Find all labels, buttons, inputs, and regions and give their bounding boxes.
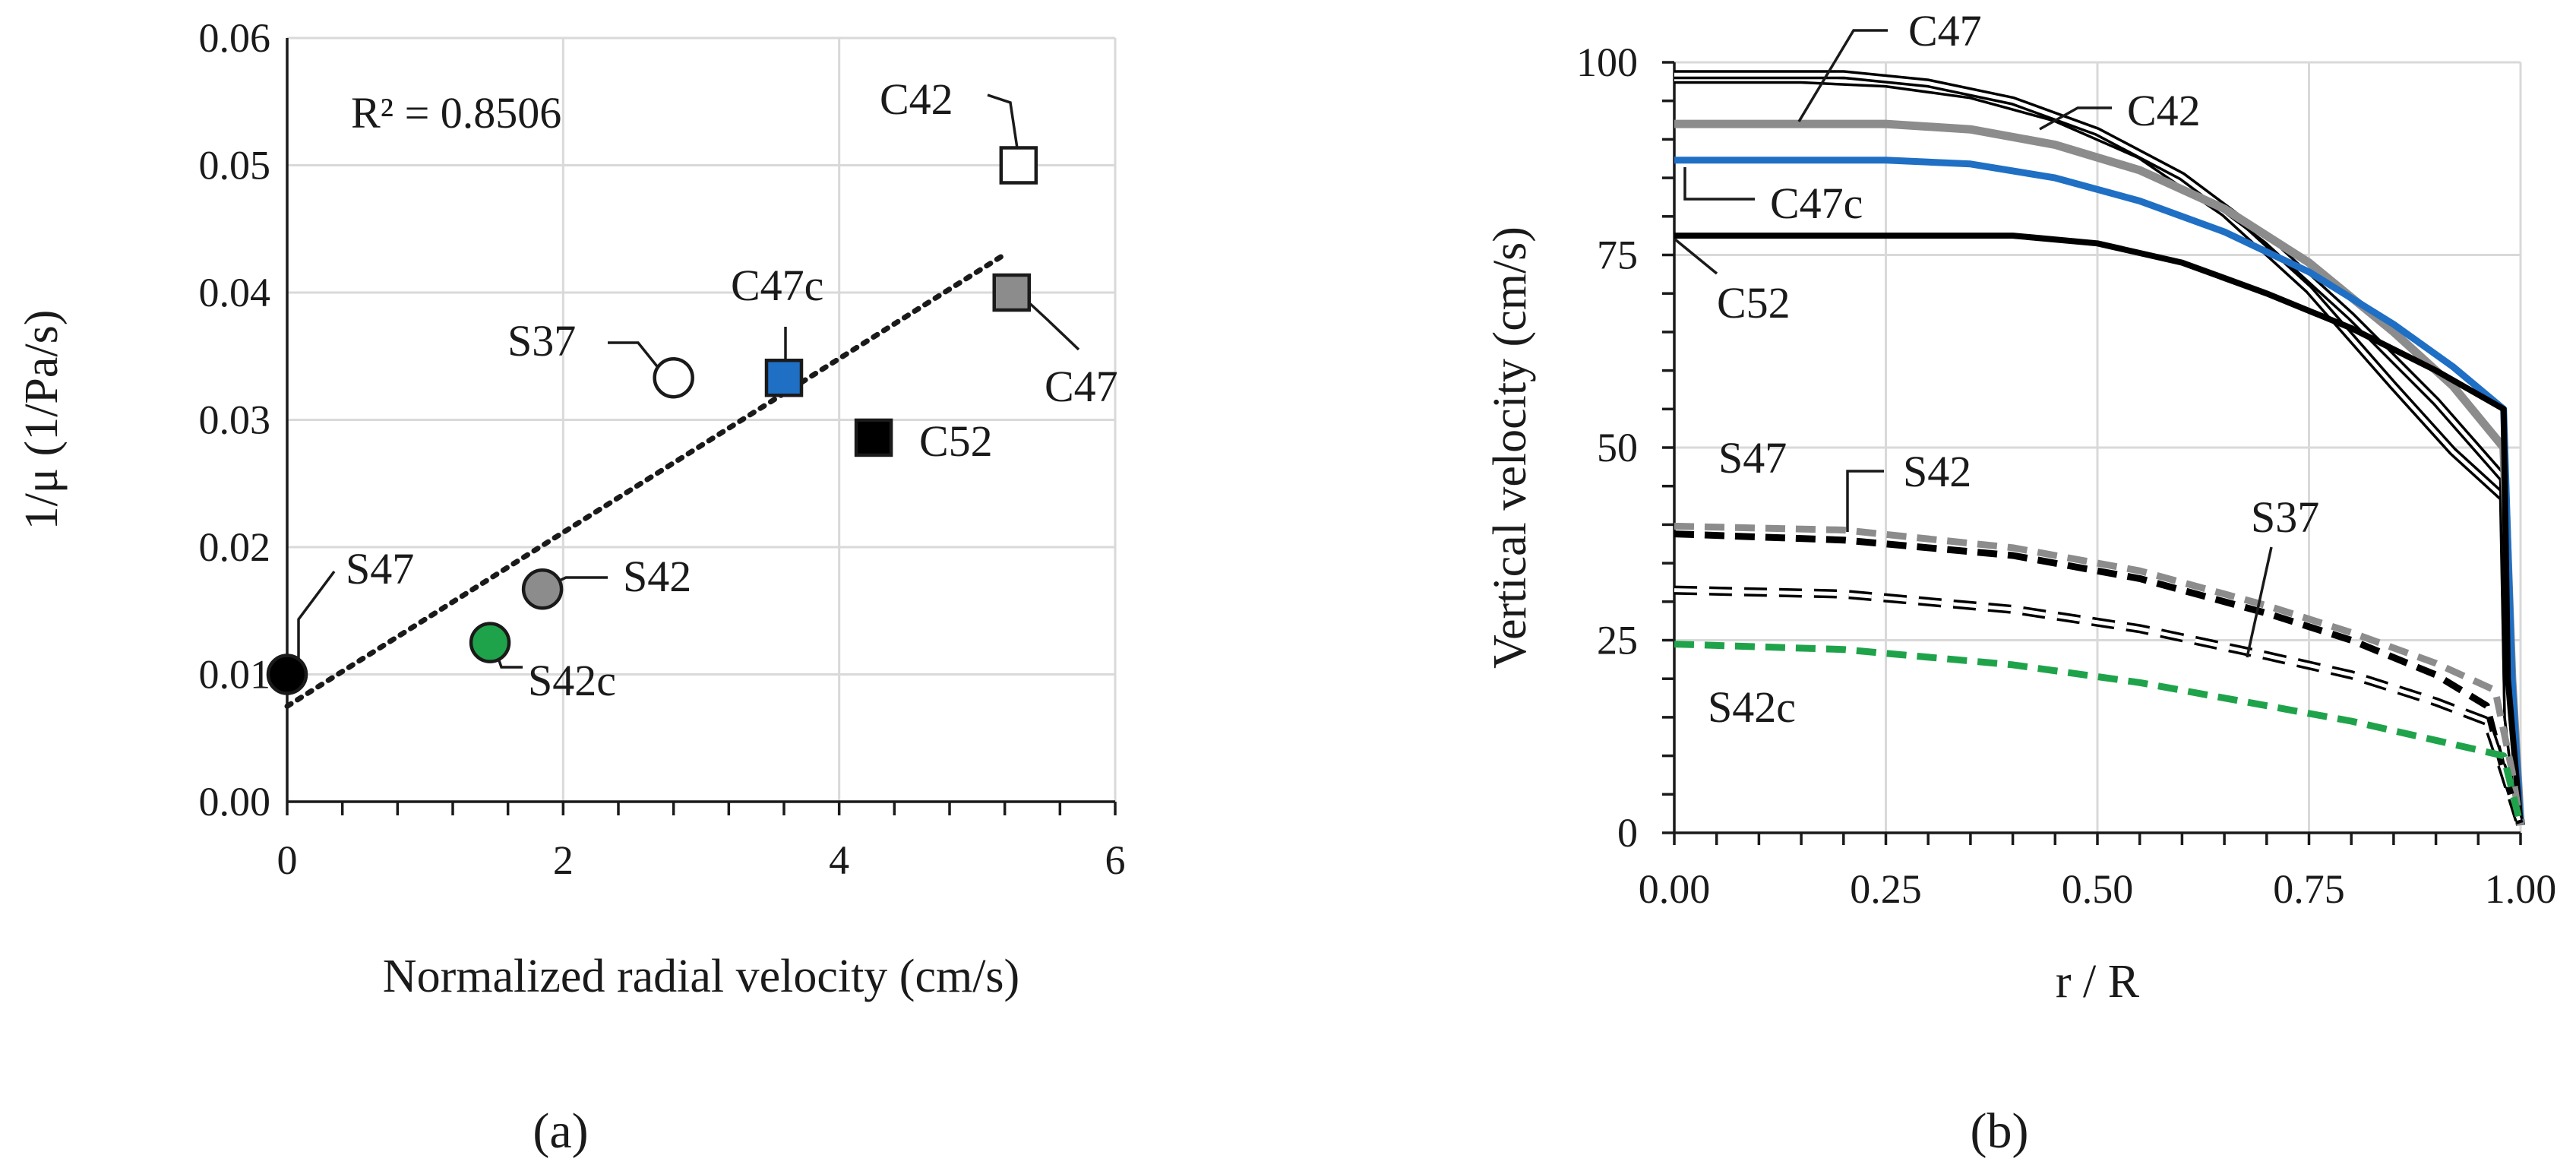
r-squared-annotation: R² = 0.8506 [351,88,561,138]
trendline [284,252,1008,709]
panel-label-a: (a) [533,1103,588,1159]
series-line-s37-inner [1674,588,2523,826]
x-tick-label: 1.00 [2485,866,2557,912]
scatter-point-s42 [521,568,564,610]
x-tick-label: 0 [277,837,298,883]
series-label-s47: S47 [1718,433,1787,483]
series-label-s37: S37 [2251,492,2319,542]
series-leader-line [1674,238,1718,275]
y-tick-label: 75 [1597,233,1638,278]
series-label-s42c: S42c [1708,682,1796,732]
line-panel: 0 25 50 75 100 0.00 0.25 0.50 0.75 1.00 r / R Verti… [1484,6,2556,1008]
scatter-point-c42 [999,146,1038,185]
y-axis-label: 1/μ (1/Pa/s) [16,310,68,530]
scatter-point-c47c [764,358,804,397]
series-label-c47c: C47c [1770,179,1863,228]
y-axis-label: Vertical velocity (cm/s) [1484,226,1536,669]
series-label-c47: C47 [1908,6,1982,55]
point-label-s42c: S42c [528,656,616,705]
x-tick-label: 0.00 [1639,866,1711,912]
x-tick-label: 6 [1105,837,1126,883]
series-label-c52: C52 [1717,278,1791,328]
y-tick-label: 0.02 [199,524,271,570]
point-leader-line [987,93,1021,164]
series-leader-line [1846,470,1884,532]
series-leader-line [1683,167,1755,201]
series-leader-line [1797,29,1888,122]
panel-label-b: (b) [1971,1103,2029,1159]
scatter-point-s42c [469,622,511,663]
x-tick-label: 0.25 [1850,866,1922,912]
x-tick-label: 0.50 [2062,866,2134,912]
x-tick-label: 4 [829,837,849,883]
point-label-c52: C52 [919,416,993,466]
x-axis-label: Normalized radial velocity (cm/s) [383,951,1019,1002]
point-label-s47: S47 [346,544,414,593]
x-tick-label: 0.75 [2273,866,2345,912]
point-label-s37: S37 [507,316,576,366]
point-label-c42: C42 [880,74,953,124]
point-label-c47: C47 [1045,362,1118,411]
series-leader-line [2246,546,2273,658]
point-leader-line [297,570,336,663]
point-label-s42: S42 [623,552,691,601]
scatter-point-c47 [992,273,1031,312]
y-tick-label: 0.06 [199,15,271,61]
point-label-c47c: C47c [731,261,823,310]
series-leader-line [2039,106,2112,131]
series-line-c52 [1674,233,2524,826]
y-tick-label: 0.01 [199,652,271,698]
y-tick-label: 100 [1576,40,1638,85]
series-label-c42: C42 [2127,86,2201,135]
x-axis-label: r / R [2056,956,2140,1008]
y-tick-label: 0.04 [199,270,271,315]
scatter-panel: 0.00 0.01 0.02 0.03 0.04 0.05 0.06 0 2 4 6 Normaliz… [16,15,1126,1002]
scatter-point-c52 [854,418,893,457]
y-tick-label: 0.03 [199,397,271,443]
scatter-point-s37 [653,356,694,399]
y-tick-label: 0.05 [199,143,271,188]
y-tick-label: 50 [1597,425,1638,470]
scatter-point-s47 [266,654,308,695]
series-line-s47 [1674,522,2524,826]
y-tick-label: 0.00 [199,779,271,824]
series-line-s42 [1674,530,2524,827]
series-label-s42: S42 [1903,447,1971,496]
y-tick-label: 25 [1597,618,1638,663]
y-tick-label: 0 [1617,810,1638,856]
series-line-s42c [1674,641,2524,826]
x-tick-label: 2 [553,837,574,883]
